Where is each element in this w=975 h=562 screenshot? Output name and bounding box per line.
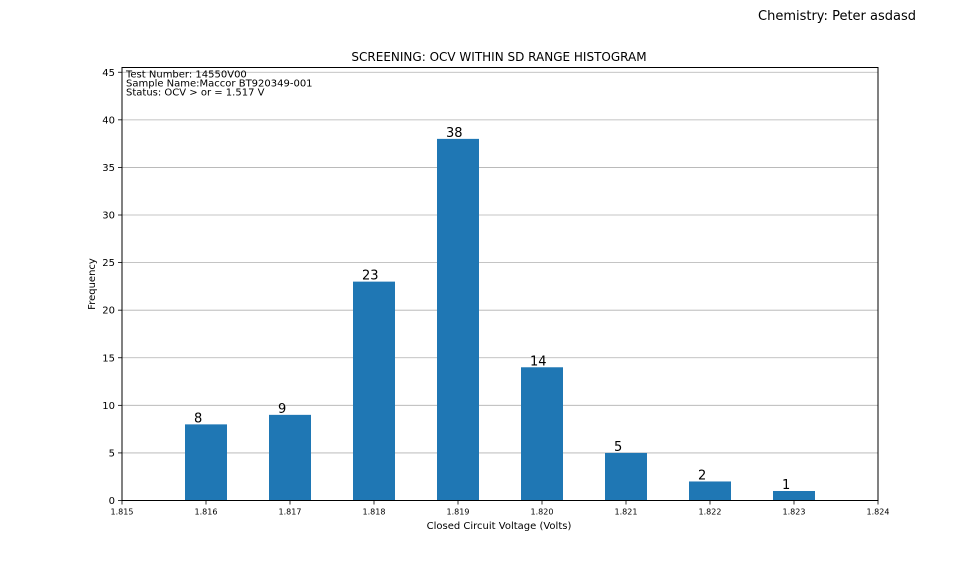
bar [605, 452, 647, 501]
bar-value-label: 5 [614, 440, 622, 455]
x-tick-label: 1.818 [363, 508, 386, 517]
y-tick-label: 0 [109, 496, 115, 507]
chart-title: SCREENING: OCV WITHIN SD RANGE HISTOGRAM [351, 50, 646, 64]
chemistry-label: Chemistry: Peter asdasd [758, 9, 916, 24]
bar-value-label: 9 [278, 402, 286, 417]
bar-value-label: 14 [530, 354, 547, 369]
bar [185, 424, 227, 501]
y-tick-label: 20 [102, 306, 115, 317]
bar-value-label: 8 [194, 411, 202, 426]
y-tick-label: 15 [102, 353, 115, 364]
y-axis-ticks: 0 5 10 15 20 25 30 35 40 45 [102, 68, 122, 507]
bar [437, 138, 479, 501]
bar-value-label: 38 [446, 126, 463, 141]
y-tick-label: 10 [102, 401, 115, 412]
annotation-line: Test Number: 14550V00 [125, 70, 247, 81]
y-tick-label: 35 [102, 163, 115, 174]
bar-value-label: 2 [698, 468, 706, 483]
plot-frame [121, 67, 879, 501]
x-tick-label: 1.817 [279, 508, 302, 517]
bar-value-label: 23 [362, 269, 379, 284]
x-tick-label: 1.821 [615, 508, 638, 517]
x-tick-label: 1.820 [531, 508, 554, 517]
x-tick-label: 1.819 [447, 508, 470, 517]
grid-lines [122, 71, 878, 454]
x-axis-label: Closed Circuit Voltage (Volts) [427, 521, 572, 532]
y-tick-label: 25 [102, 258, 115, 269]
x-tick-label: 1.823 [783, 508, 806, 517]
bar [353, 281, 395, 501]
y-tick-label: 40 [102, 115, 115, 126]
x-axis-ticks: 1.815 1.816 1.817 1.818 1.819 1.820 1.821 1.822… [111, 500, 890, 517]
bar-value-label: 1 [782, 478, 790, 493]
bar [521, 367, 563, 501]
annotation-line: Status: OCV > or = 1.517 V [126, 88, 265, 99]
bar [269, 414, 311, 501]
bar [773, 490, 815, 501]
x-tick-label: 1.824 [867, 508, 890, 517]
y-tick-label: 5 [109, 448, 115, 459]
bar [689, 481, 731, 501]
y-tick-label: 30 [102, 211, 115, 222]
x-tick-label: 1.822 [699, 508, 722, 517]
annotation-line: Sample Name:Maccor BT920349-001 [126, 79, 313, 90]
value-labels: 8 9 23 38 14 5 2 1 [194, 126, 790, 493]
y-tick-label: 45 [102, 68, 115, 79]
bars [185, 138, 815, 501]
x-tick-label: 1.815 [111, 508, 134, 517]
y-axis-label: Frequency [87, 258, 98, 310]
x-tick-label: 1.816 [195, 508, 218, 517]
